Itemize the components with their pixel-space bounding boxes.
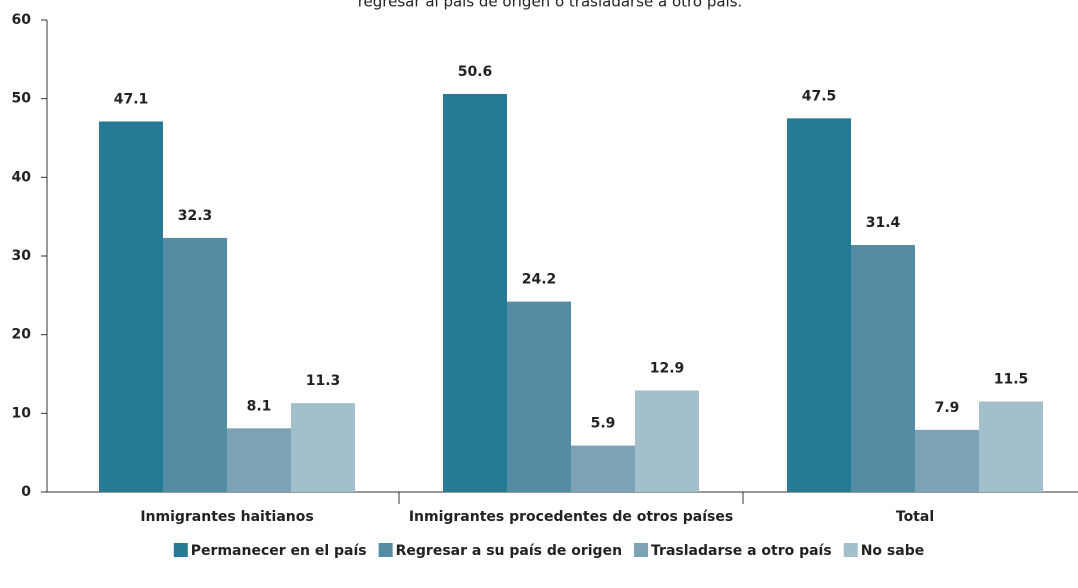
y-tick-label: 0 — [21, 484, 31, 500]
x-tick-label: Inmigrantes haitianos — [140, 509, 313, 525]
data-label: 47.5 — [802, 88, 837, 104]
legend-swatch — [173, 543, 188, 557]
legend-swatch — [843, 543, 858, 557]
x-tick-label: Total — [896, 509, 934, 525]
y-tick-label: 60 — [12, 12, 32, 28]
bar — [915, 429, 979, 492]
y-tick-label: 20 — [12, 327, 32, 343]
bar — [787, 118, 851, 492]
data-label: 32.3 — [178, 208, 213, 224]
legend-swatch — [378, 543, 393, 557]
legend-label: No sabe — [861, 543, 925, 559]
bar — [571, 445, 635, 492]
bar — [99, 121, 163, 492]
bar — [979, 401, 1043, 492]
bar — [635, 390, 699, 492]
data-label: 24.2 — [522, 272, 557, 288]
bar — [507, 301, 571, 492]
bar — [163, 237, 227, 492]
legend-label: Trasladarse a otro país — [651, 543, 832, 559]
data-label: 31.4 — [866, 215, 901, 231]
y-tick-label: 30 — [12, 248, 32, 264]
x-tick-label: Inmigrantes procedentes de otros países — [409, 509, 733, 525]
chart-title: regresar al país de origen o trasladarse… — [358, 0, 743, 11]
legend-label: Permanecer en el país — [191, 543, 367, 559]
data-label: 12.9 — [650, 361, 685, 377]
bar — [851, 244, 915, 492]
y-tick-label: 40 — [12, 169, 32, 185]
legend-label: Regresar a su país de origen — [396, 543, 622, 559]
bar — [443, 93, 507, 493]
data-label: 11.3 — [306, 373, 341, 389]
data-label: 47.1 — [114, 91, 149, 107]
bar — [291, 403, 355, 492]
bar — [227, 428, 291, 492]
data-label: 11.5 — [994, 372, 1029, 388]
legend-swatch — [634, 543, 649, 557]
data-label: 7.9 — [935, 400, 960, 416]
y-tick-label: 10 — [12, 405, 32, 421]
data-label: 5.9 — [591, 416, 616, 432]
y-tick-label: 50 — [12, 91, 32, 107]
data-label: 50.6 — [458, 64, 493, 80]
data-label: 8.1 — [247, 398, 272, 414]
